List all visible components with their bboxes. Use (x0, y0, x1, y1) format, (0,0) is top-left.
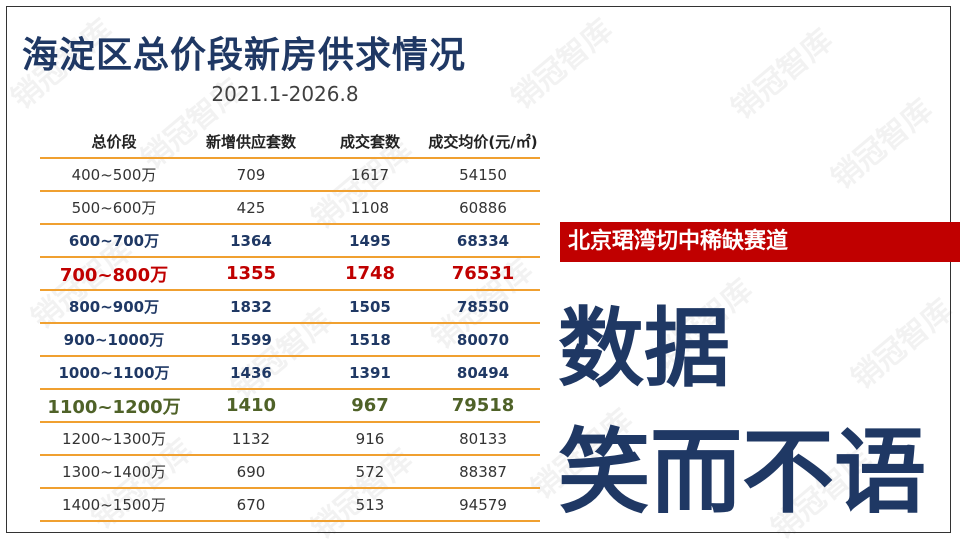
column-header: 成交均价(元/㎡) (428, 133, 538, 151)
table-row: 700~800万 1355 1748 76531 (40, 258, 540, 291)
table-row: 800~900万 1832 1505 78550 (40, 291, 540, 324)
table-cell: 1400~1500万 (62, 496, 166, 514)
table-cell: 500~600万 (71, 199, 157, 217)
frame (6, 6, 951, 533)
column-header: 总价段 (91, 133, 137, 151)
table-cell: 60886 (459, 198, 507, 217)
table-cell: 1364 (230, 231, 272, 250)
table-cell: 1617 (350, 165, 390, 184)
table-cell: 80070 (456, 330, 510, 349)
table-cell: 1391 (349, 363, 391, 382)
column-header: 新增供应套数 (205, 133, 296, 151)
table-cell: 79518 (451, 395, 515, 416)
table-cell: 88387 (459, 462, 507, 481)
table-cell: 1355 (225, 263, 277, 284)
title: 海淀区总价段新房供求情况 (22, 35, 467, 76)
table-cell: 1300~1400万 (62, 463, 166, 481)
table-cell: 572 (355, 462, 385, 481)
table: 总价段 新增供应套数 成交套数 成交均价(元/㎡) 400~500万 709 1617 541… (40, 126, 540, 522)
table-cell: 76531 (451, 263, 515, 284)
table-cell: 68334 (456, 231, 510, 250)
table-row: 1100~1200万 1410 967 79518 (40, 390, 540, 423)
table-cell: 1100~1200万 (47, 396, 181, 418)
table-row: 400~500万 709 1617 54150 (40, 159, 540, 192)
table-row: 500~600万 425 1108 60886 (40, 192, 540, 225)
table-cell: 513 (355, 495, 385, 514)
table-cell: 800~900万 (68, 298, 160, 316)
table-cell: 670 (236, 495, 266, 514)
table-row: 900~1000万 1599 1518 80070 (40, 324, 540, 357)
table-cell: 1132 (231, 429, 271, 448)
table-cell: 1748 (344, 263, 396, 284)
table-row: 1300~1400万 690 572 88387 (40, 456, 540, 489)
table-cell: 1436 (230, 363, 272, 382)
table-cell: 700~800万 (59, 264, 169, 286)
header-row: 总价段 新增供应套数 成交套数 成交均价(元/㎡) (40, 126, 540, 159)
subtitle: 2021.1-2026.8 (211, 82, 359, 106)
table-cell: 967 (351, 395, 389, 416)
table-cell: 78550 (456, 297, 510, 316)
table-cell: 80133 (459, 429, 507, 448)
table-cell: 1599 (230, 330, 272, 349)
table-cell: 80494 (456, 363, 510, 382)
column-header: 成交套数 (339, 133, 400, 151)
table-cell: 1000~1100万 (58, 364, 170, 382)
table-cell: 425 (236, 198, 266, 217)
headline: 笑而不语 (558, 419, 927, 526)
table-cell: 1495 (349, 231, 391, 250)
table-cell: 600~700万 (68, 232, 160, 250)
table-cell: 1832 (230, 297, 272, 316)
table-cell: 916 (355, 429, 385, 448)
table-cell: 1200~1300万 (62, 430, 166, 448)
banner: 北京珺湾切中稀缺赛道 (560, 222, 960, 262)
table-cell: 709 (236, 165, 266, 184)
table-cell: 1410 (225, 395, 277, 416)
table-row: 1400~1500万 670 513 94579 (40, 489, 540, 522)
table-row: 1200~1300万 1132 916 80133 (40, 423, 540, 456)
table-cell: 1108 (350, 198, 390, 217)
table-row: 1000~1100万 1436 1391 80494 (40, 357, 540, 390)
table-cell: 400~500万 (71, 166, 157, 184)
headline: 数据 (558, 299, 730, 399)
table-cell: 1505 (349, 297, 391, 316)
table-cell: 94579 (459, 495, 507, 514)
table-cell: 690 (236, 462, 266, 481)
table-cell: 900~1000万 (63, 331, 165, 349)
table-row: 600~700万 1364 1495 68334 (40, 225, 540, 258)
table-cell: 1518 (349, 330, 391, 349)
table-cell: 54150 (459, 165, 507, 184)
